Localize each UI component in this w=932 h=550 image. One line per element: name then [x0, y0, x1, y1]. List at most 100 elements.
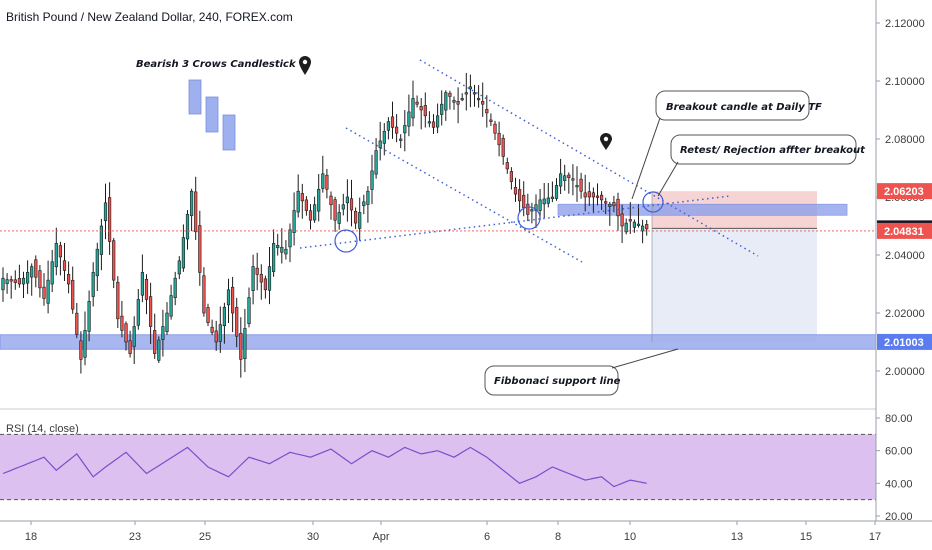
candle[interactable] [337, 204, 341, 230]
candle[interactable] [497, 121, 501, 157]
candle[interactable] [1, 267, 5, 302]
candle[interactable] [542, 183, 546, 219]
candle[interactable] [636, 204, 641, 228]
candle[interactable] [505, 157, 509, 174]
rsi-label[interactable]: RSI (14, close) [6, 423, 79, 435]
candle[interactable] [624, 218, 628, 235]
candle[interactable] [38, 265, 42, 298]
candle[interactable] [452, 96, 456, 110]
candle[interactable] [329, 191, 333, 220]
candle[interactable] [645, 219, 649, 236]
candle[interactable] [591, 187, 595, 214]
candle[interactable] [214, 320, 218, 351]
candle[interactable] [509, 167, 514, 190]
candle[interactable] [263, 275, 268, 299]
candle[interactable] [616, 192, 620, 231]
candle[interactable] [317, 174, 321, 222]
candle[interactable] [382, 123, 386, 156]
candle[interactable] [271, 229, 276, 277]
candle[interactable] [604, 197, 608, 215]
candle[interactable] [399, 134, 403, 149]
candle[interactable] [485, 95, 489, 128]
candle[interactable] [366, 186, 370, 223]
candle[interactable] [345, 179, 350, 222]
candle[interactable] [632, 219, 636, 233]
candle[interactable] [358, 197, 362, 241]
price-axis[interactable]: 2.120002.100002.080002.060002.040002.020… [875, 0, 932, 521]
candle[interactable] [210, 319, 214, 336]
candle[interactable] [563, 164, 567, 191]
candle[interactable] [292, 192, 296, 246]
candle[interactable] [608, 201, 612, 226]
candle[interactable] [353, 207, 358, 230]
candle[interactable] [95, 242, 99, 292]
candle[interactable] [476, 85, 481, 108]
candle[interactable] [165, 302, 169, 335]
candle[interactable] [108, 182, 112, 255]
candle[interactable] [468, 74, 473, 108]
candle[interactable] [17, 264, 22, 288]
candle[interactable] [177, 256, 181, 280]
candle[interactable] [46, 260, 50, 314]
candle[interactable] [456, 87, 460, 124]
candle[interactable] [247, 287, 251, 328]
candle[interactable] [640, 219, 645, 244]
candle[interactable] [83, 311, 87, 366]
candle[interactable] [435, 103, 440, 134]
candle[interactable] [75, 302, 79, 339]
candle[interactable] [448, 90, 452, 110]
fib-callout[interactable]: Fibbonaci support line [484, 348, 679, 396]
candle[interactable] [530, 202, 534, 224]
candle[interactable] [333, 196, 337, 232]
candle[interactable] [550, 181, 554, 203]
candle[interactable] [190, 188, 194, 232]
candle[interactable] [185, 210, 190, 250]
candle[interactable] [181, 224, 186, 272]
candle[interactable] [71, 266, 75, 314]
price-tag[interactable]: 2.04831 [877, 222, 932, 239]
candle[interactable] [378, 121, 382, 161]
candle[interactable] [579, 172, 583, 199]
candle[interactable] [374, 138, 378, 179]
candle[interactable] [202, 267, 206, 317]
candle[interactable] [231, 276, 235, 333]
candle[interactable] [132, 316, 136, 364]
candle[interactable] [554, 178, 559, 201]
candle[interactable] [431, 114, 436, 134]
candle[interactable] [267, 247, 272, 305]
candle[interactable] [419, 97, 423, 130]
candle[interactable] [403, 110, 407, 152]
candle[interactable] [407, 94, 411, 137]
candle[interactable] [517, 179, 522, 213]
candle[interactable] [255, 252, 259, 291]
candle[interactable] [116, 276, 120, 328]
candle[interactable] [157, 336, 161, 363]
candle[interactable] [13, 270, 17, 290]
candle[interactable] [599, 191, 604, 211]
candle[interactable] [370, 154, 374, 205]
retest-callout[interactable]: Retest/ Rejection affter breakout [657, 134, 866, 197]
candle[interactable] [522, 181, 526, 217]
candle[interactable] [587, 182, 591, 206]
time-axis[interactable]: 18 23 25 30 Apr 6 8 10 13 15 17 [0, 520, 932, 543]
candle[interactable] [513, 177, 518, 202]
candle[interactable] [259, 264, 263, 300]
upper-down-trendline[interactable] [419, 59, 759, 257]
candle[interactable] [423, 92, 427, 128]
candle[interactable] [206, 303, 210, 327]
candle[interactable] [91, 262, 95, 307]
lower-down-trendline[interactable] [345, 127, 583, 263]
candle[interactable] [198, 210, 202, 286]
candle[interactable] [349, 179, 354, 227]
candle[interactable] [54, 227, 58, 276]
candle[interactable] [493, 120, 497, 140]
retest-low-circle[interactable] [517, 206, 541, 230]
candle[interactable] [444, 90, 448, 121]
candle[interactable] [312, 196, 317, 223]
candle[interactable] [546, 182, 550, 208]
candle[interactable] [571, 164, 575, 196]
candle[interactable] [87, 290, 91, 342]
candle[interactable] [67, 261, 71, 294]
candle[interactable] [128, 330, 132, 358]
candle[interactable] [362, 194, 366, 215]
